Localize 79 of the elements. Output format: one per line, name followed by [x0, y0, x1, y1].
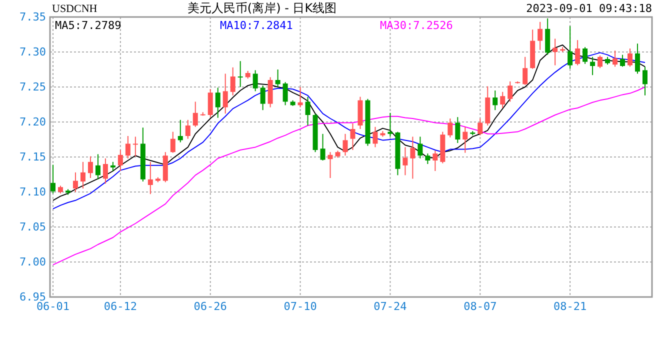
text: MA10:7.2841	[220, 19, 293, 32]
x-tick-label: 06-12	[104, 300, 138, 313]
candlestick	[425, 153, 430, 164]
candlestick	[320, 133, 326, 161]
candlestick	[118, 150, 123, 172]
candlestick	[215, 87, 220, 118]
y-tick-label: 7.25	[20, 80, 46, 94]
text: MA5:7.2789	[55, 19, 122, 32]
y-tick-label: 7.05	[20, 220, 46, 234]
x-tick-label: 08-21	[554, 300, 587, 313]
candlestick	[500, 91, 506, 108]
candlestick	[642, 66, 648, 96]
candlestick	[582, 46, 588, 64]
candlestick	[305, 96, 310, 126]
candlestick	[628, 48, 633, 68]
candlestick	[612, 50, 618, 68]
candlestick	[538, 21, 543, 50]
candlestick	[102, 158, 108, 184]
candlestick	[208, 88, 213, 118]
candlestick	[342, 133, 348, 156]
candlestick	[230, 66, 236, 96]
candlestick	[328, 152, 333, 178]
candlestick	[238, 60, 243, 88]
y-tick-label: 7.10	[20, 186, 46, 199]
candlestick	[148, 161, 153, 195]
candlestick	[192, 101, 198, 128]
candlestick	[455, 116, 460, 144]
candlestick	[268, 76, 273, 108]
candlestick	[432, 150, 438, 172]
candlestick	[598, 55, 603, 69]
y-tick-label: 7.00	[20, 256, 46, 269]
text: USDCNH	[52, 3, 98, 15]
candlestick	[80, 161, 86, 189]
candlestick	[222, 73, 228, 114]
chart-title: 美元人民币(离岸) - 日K线图	[187, 1, 337, 15]
y-tick-label: 7.30	[20, 46, 46, 59]
line-series	[52, 86, 646, 266]
candlestick	[185, 119, 190, 140]
x-tick-label: 06-26	[194, 300, 227, 313]
text: MA30:7.2526	[380, 19, 453, 32]
candlestick	[492, 90, 498, 111]
candlestick	[388, 112, 393, 138]
candlestick	[275, 69, 280, 88]
candlestick	[410, 136, 416, 180]
candlestick	[522, 56, 528, 86]
candlestick	[372, 126, 378, 148]
x-tick-label: 07-10	[284, 300, 317, 313]
candlestick	[508, 80, 513, 102]
candlestick	[252, 70, 258, 92]
candlestick	[132, 136, 138, 157]
candlestick	[95, 154, 100, 180]
x-tick-label: 08-07	[464, 300, 497, 313]
y-tick-label: 7.20	[20, 116, 46, 129]
candlestick	[260, 85, 266, 111]
candlestick	[590, 56, 596, 76]
candlestick	[462, 126, 468, 154]
candlestick	[545, 18, 550, 56]
candlestick	[402, 146, 408, 176]
candlestick	[635, 43, 640, 74]
text: 2023-09-01 09:43:18	[526, 2, 652, 15]
candlestick	[568, 26, 573, 70]
candlestick	[72, 172, 78, 192]
candlestick	[478, 118, 483, 136]
x-tick-label: 06-01	[36, 300, 70, 313]
candlestick	[575, 40, 580, 66]
candlestick	[418, 136, 423, 159]
y-tick-label: 7.15	[20, 150, 46, 164]
candlestick	[178, 119, 183, 143]
candlestick	[88, 156, 93, 178]
x-tick-label: 07-24	[374, 300, 408, 313]
candlestick	[125, 136, 130, 159]
candlestick	[170, 131, 176, 154]
candlestick	[282, 82, 288, 106]
candlestick	[552, 38, 558, 66]
candlestick	[620, 54, 626, 68]
candlestick	[448, 118, 453, 138]
y-tick-label: 7.35	[20, 10, 46, 24]
candlestick	[350, 122, 356, 150]
candlestick	[110, 161, 116, 172]
